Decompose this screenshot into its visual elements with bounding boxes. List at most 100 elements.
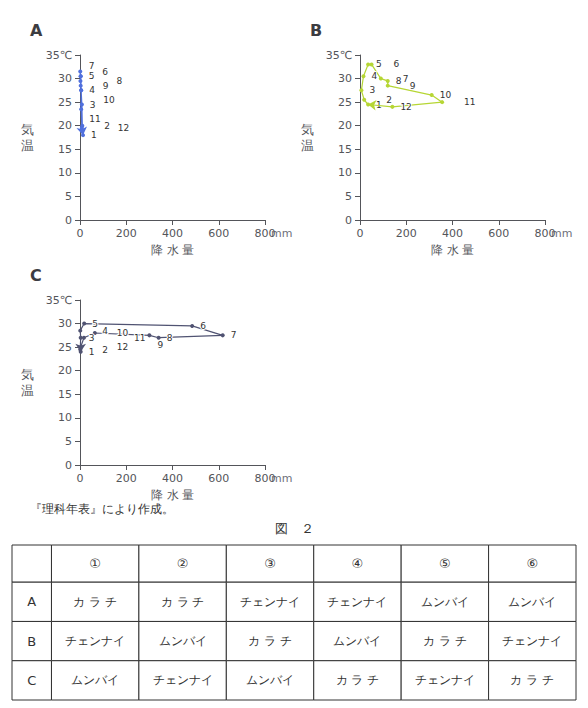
svg-text:ムンバイ: ムンバイ	[421, 595, 469, 609]
svg-text:9: 9	[410, 81, 416, 91]
svg-text:降 水 量: 降 水 量	[151, 488, 195, 502]
svg-text:5: 5	[345, 190, 352, 203]
svg-text:カ ラ チ: カ ラ チ	[336, 673, 380, 687]
svg-text:気: 気	[301, 122, 314, 137]
svg-text:15: 15	[58, 143, 72, 156]
svg-text:20: 20	[338, 119, 352, 132]
svg-text:7: 7	[403, 74, 409, 84]
svg-text:チェンナイ: チェンナイ	[327, 595, 387, 609]
svg-text:5: 5	[65, 190, 72, 203]
svg-text:チェンナイ: チェンナイ	[240, 595, 300, 609]
svg-text:⑥: ⑥	[526, 556, 538, 571]
svg-text:5: 5	[89, 71, 95, 81]
svg-text:7: 7	[231, 330, 237, 340]
svg-text:5: 5	[92, 319, 98, 329]
svg-text:15: 15	[58, 388, 72, 401]
svg-text:①: ①	[89, 556, 101, 571]
svg-text:0: 0	[345, 214, 352, 227]
svg-text:0: 0	[65, 459, 72, 472]
svg-text:10: 10	[440, 90, 452, 100]
svg-text:800: 800	[535, 227, 556, 240]
svg-text:4: 4	[89, 85, 95, 95]
svg-text:0: 0	[357, 227, 364, 240]
svg-text:降 水 量: 降 水 量	[431, 243, 475, 257]
svg-text:35℃: 35℃	[46, 294, 72, 307]
svg-text:A: A	[30, 21, 43, 40]
svg-text:30: 30	[58, 317, 72, 330]
svg-text:チェンナイ: チェンナイ	[415, 673, 475, 687]
svg-text:温: 温	[21, 138, 34, 153]
svg-text:11: 11	[134, 333, 145, 343]
svg-text:200: 200	[396, 227, 417, 240]
svg-text:200: 200	[116, 227, 137, 240]
svg-text:2: 2	[386, 95, 392, 105]
svg-text:チェンナイ: チェンナイ	[153, 673, 213, 687]
svg-text:カ ラ チ: カ ラ チ	[161, 595, 205, 609]
svg-text:温: 温	[21, 383, 34, 398]
svg-text:25: 25	[58, 341, 72, 354]
svg-text:8: 8	[167, 333, 173, 343]
svg-text:②: ②	[177, 556, 189, 571]
svg-text:10: 10	[58, 166, 72, 179]
svg-text:ムンバイ: ムンバイ	[508, 595, 556, 609]
svg-text:400: 400	[162, 227, 183, 240]
svg-text:600: 600	[488, 227, 509, 240]
svg-text:10: 10	[103, 95, 115, 105]
svg-text:ムンバイ: ムンバイ	[246, 673, 294, 687]
svg-text:④: ④	[352, 556, 364, 571]
svg-text:1: 1	[376, 100, 382, 110]
svg-text:カ ラ チ: カ ラ チ	[248, 634, 292, 648]
svg-text:30: 30	[338, 72, 352, 85]
svg-text:15: 15	[338, 143, 352, 156]
svg-text:カ ラ チ: カ ラ チ	[510, 673, 554, 687]
svg-text:400: 400	[162, 472, 183, 485]
svg-text:12: 12	[117, 342, 128, 352]
svg-text:B: B	[310, 21, 322, 40]
svg-text:800: 800	[255, 227, 276, 240]
svg-text:カ ラ チ: カ ラ チ	[423, 634, 467, 648]
svg-text:6: 6	[394, 59, 400, 69]
svg-text:35℃: 35℃	[326, 49, 352, 62]
svg-text:4: 4	[371, 71, 377, 81]
svg-text:降 水 量: 降 水 量	[151, 243, 195, 257]
svg-text:カ ラ チ: カ ラ チ	[73, 595, 117, 609]
svg-text:A: A	[27, 594, 36, 609]
svg-text:ムンバイ: ムンバイ	[71, 673, 119, 687]
svg-text:3: 3	[89, 333, 95, 343]
svg-text:7: 7	[89, 61, 95, 71]
svg-text:12: 12	[118, 123, 129, 133]
svg-text:5: 5	[376, 59, 382, 69]
svg-text:2: 2	[102, 345, 108, 355]
svg-text:3: 3	[90, 100, 96, 110]
svg-text:6: 6	[102, 67, 108, 77]
svg-text:0: 0	[77, 227, 84, 240]
svg-text:8: 8	[396, 76, 402, 86]
svg-text:10: 10	[58, 411, 72, 424]
svg-text:2: 2	[104, 121, 110, 131]
svg-text:チェンナイ: チェンナイ	[65, 634, 125, 648]
svg-text:20: 20	[58, 364, 72, 377]
svg-text:1: 1	[91, 130, 97, 140]
svg-text:9: 9	[157, 340, 163, 350]
svg-text:20: 20	[58, 119, 72, 132]
svg-text:200: 200	[116, 472, 137, 485]
svg-text:C: C	[27, 673, 36, 688]
svg-text:気: 気	[21, 367, 34, 382]
svg-text:10: 10	[117, 328, 129, 338]
svg-text:3: 3	[369, 85, 375, 95]
svg-text:4: 4	[102, 326, 108, 336]
svg-text:400: 400	[442, 227, 463, 240]
svg-text:11: 11	[89, 114, 100, 124]
svg-text:0: 0	[65, 214, 72, 227]
svg-text:800: 800	[255, 472, 276, 485]
svg-text:600: 600	[208, 227, 229, 240]
svg-text:10: 10	[338, 166, 352, 179]
svg-text:9: 9	[103, 81, 109, 91]
svg-text:25: 25	[338, 96, 352, 109]
svg-text:6: 6	[200, 321, 206, 331]
svg-text:気: 気	[21, 122, 34, 137]
svg-text:③: ③	[264, 556, 276, 571]
svg-text:『理科年表』により作成。: 『理科年表』により作成。	[30, 502, 174, 516]
svg-text:30: 30	[58, 72, 72, 85]
svg-text:11: 11	[464, 97, 475, 107]
